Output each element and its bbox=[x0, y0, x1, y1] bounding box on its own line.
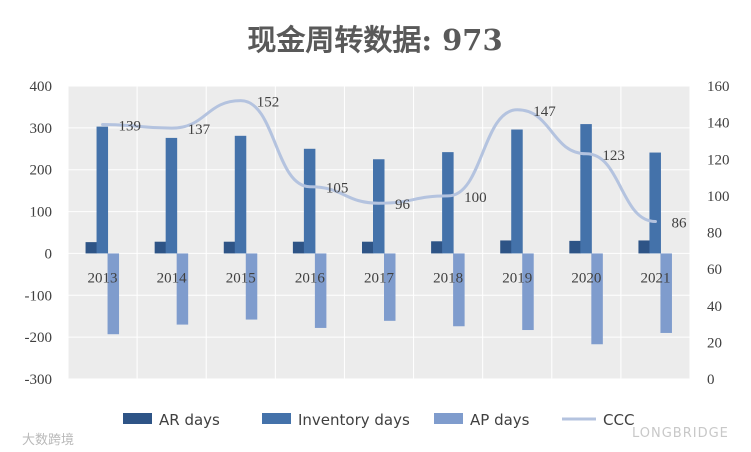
y-left-tick-label: 400 bbox=[30, 79, 53, 95]
bar-ar-days bbox=[569, 240, 581, 254]
bar-ap-days bbox=[660, 253, 672, 333]
bar-ar-days bbox=[638, 240, 650, 254]
x-tick-label: 2016 bbox=[295, 270, 326, 286]
y-right-tick-label: 140 bbox=[707, 116, 730, 132]
legend-swatch-ap-days bbox=[434, 413, 463, 424]
legend-label-ccc: CCC bbox=[603, 411, 634, 429]
ccc-line-layer bbox=[101, 99, 657, 224]
bar-ar-days bbox=[362, 241, 374, 254]
bar-ap-days bbox=[453, 253, 465, 327]
y-left-tick-label: 200 bbox=[30, 163, 53, 179]
bar-ar-days bbox=[154, 241, 167, 254]
legend-swatch-ar-days bbox=[123, 413, 152, 424]
y-left-tick-label: -100 bbox=[25, 288, 53, 304]
legend: AR days Inventory days AP days CCC bbox=[123, 411, 634, 429]
y-right-tick-label: 160 bbox=[707, 79, 730, 95]
y-right-tick-label: 120 bbox=[707, 152, 730, 168]
ccc-data-label: 139 bbox=[119, 118, 142, 134]
ccc-data-label: 123 bbox=[602, 148, 625, 164]
y-right-tick-label: 20 bbox=[707, 335, 722, 351]
bar-inventory-days bbox=[373, 159, 385, 254]
bar-ar-days bbox=[85, 242, 98, 254]
bar-inventory-days bbox=[165, 137, 178, 254]
ccc-data-label: 100 bbox=[464, 190, 487, 206]
x-tick-label: 2019 bbox=[502, 270, 532, 286]
ccc-data-label: 86 bbox=[671, 216, 687, 232]
bar-inventory-days bbox=[649, 152, 661, 254]
ccc-data-label: 96 bbox=[395, 197, 411, 213]
y-right-tick-label: 60 bbox=[707, 262, 722, 278]
bar-ap-days bbox=[314, 253, 327, 328]
bar-ap-days bbox=[176, 253, 189, 325]
x-tick-label: 2018 bbox=[433, 270, 463, 286]
bar-inventory-days bbox=[234, 135, 247, 254]
ccc-data-label: 137 bbox=[188, 122, 211, 138]
ccc-line bbox=[101, 99, 657, 224]
ccc-data-label: 152 bbox=[257, 95, 280, 111]
y-left-tick-label: -300 bbox=[25, 372, 53, 388]
x-tick-label: 2013 bbox=[88, 270, 118, 286]
legend-swatch-inventory-days bbox=[262, 413, 291, 424]
y-right-tick-label: 80 bbox=[707, 226, 722, 242]
labels: 4003002001000-100-200-300160140120100806… bbox=[25, 79, 730, 388]
x-tick-label: 2014 bbox=[157, 270, 188, 286]
x-tick-label: 2015 bbox=[226, 270, 256, 286]
bar-ap-days bbox=[384, 253, 396, 321]
legend-label-ap-days: AP days bbox=[470, 411, 530, 429]
legend-label-inventory-days: Inventory days bbox=[298, 411, 410, 429]
y-right-tick-label: 100 bbox=[707, 189, 730, 205]
watermark-right: LONGBRIDGE bbox=[632, 426, 729, 441]
bar-inventory-days bbox=[442, 152, 454, 254]
ccc-data-label: 105 bbox=[326, 181, 349, 197]
ccc-data-label: 147 bbox=[533, 104, 556, 120]
bar-ap-days bbox=[591, 253, 603, 345]
bar-inventory-days bbox=[511, 129, 523, 254]
bar-ap-days bbox=[522, 253, 534, 331]
x-tick-label: 2021 bbox=[640, 270, 670, 286]
x-tick-label: 2020 bbox=[571, 270, 601, 286]
y-left-tick-label: 0 bbox=[45, 246, 53, 262]
y-left-tick-label: 100 bbox=[30, 205, 53, 221]
bar-inventory-days bbox=[580, 124, 592, 254]
bar-ap-days bbox=[245, 253, 258, 320]
y-right-tick-label: 40 bbox=[707, 299, 722, 315]
y-left-tick-label: 300 bbox=[30, 121, 53, 137]
bar-ar-days bbox=[500, 240, 512, 254]
bar-inventory-days bbox=[303, 148, 316, 254]
legend-label-ar-days: AR days bbox=[159, 411, 220, 429]
y-left-tick-label: -200 bbox=[25, 330, 53, 346]
bar-ap-days bbox=[107, 253, 120, 335]
bars bbox=[85, 124, 672, 345]
bar-inventory-days bbox=[96, 126, 109, 254]
bar-ar-days bbox=[292, 241, 305, 254]
watermark-left: 大数跨境 bbox=[22, 433, 75, 448]
x-tick-label: 2017 bbox=[364, 270, 395, 286]
bar-ar-days bbox=[431, 241, 443, 254]
chart-title: 现金周转数据: 973 bbox=[247, 23, 502, 57]
bar-ar-days bbox=[223, 241, 236, 254]
y-right-tick-label: 0 bbox=[707, 372, 715, 388]
